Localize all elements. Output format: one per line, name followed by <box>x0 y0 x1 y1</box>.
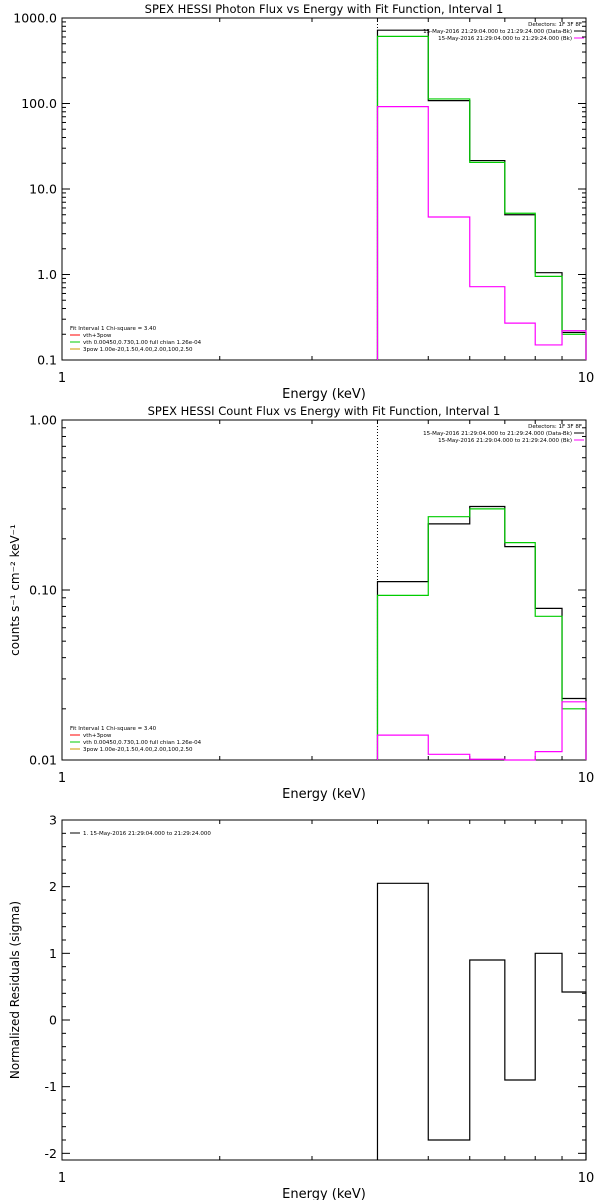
y-tick-label: 1000.0 <box>13 11 57 26</box>
x-tick-label: 1 <box>58 771 66 786</box>
x-axis-label: Energy (keV) <box>282 1187 366 1200</box>
x-tick-label: 1 <box>58 1171 66 1186</box>
series-histogram <box>376 35 587 360</box>
legend-header: Fit Interval 1 Chi-square = 3.40 <box>70 726 157 732</box>
y-tick-label: 1 <box>49 946 57 961</box>
y-axis-label: counts s⁻¹ cm⁻² keV⁻¹ <box>8 524 22 656</box>
chart-title: SPEX HESSI Photon Flux vs Energy with Fi… <box>145 2 504 16</box>
legend-entry: 3pow 1.00e-20,1.50,4.00,2.00,100,2.50 <box>83 747 193 753</box>
legend-entry: vth+3pow <box>83 333 112 339</box>
legend-entry: 15-May-2016 21:29:04.000 to 21:29:24.000… <box>438 438 572 444</box>
series-histogram <box>376 882 587 1160</box>
y-tick-label: 0.1 <box>37 353 57 368</box>
y-axis-label: Normalized Residuals (sigma) <box>8 901 22 1079</box>
legend-entry: vth 0.00450,0.730,1.00 full chian 1.26e-… <box>83 340 202 346</box>
plot-frame <box>61 17 587 361</box>
x-axis-label: Energy (keV) <box>282 387 366 402</box>
y-tick-label: -1 <box>45 1079 57 1094</box>
y-tick-label: -2 <box>45 1146 57 1161</box>
legend-entry: 15-May-2016 21:29:04.000 to 21:29:24.000… <box>438 36 572 42</box>
series-histogram <box>376 29 587 360</box>
legend-header: Detectors: 1F 3F 8F <box>528 424 582 430</box>
legend-entry: 1. 15-May-2016 21:29:04.000 to 21:29:24.… <box>83 831 211 837</box>
legend-entry: 15-May-2016 21:29:04.000 to 21:29:24.000… <box>423 431 572 437</box>
plot-frame <box>61 419 587 761</box>
legend-entry: vth+3pow <box>83 733 112 739</box>
x-axis-label: Energy (keV) <box>282 787 366 802</box>
series-histogram <box>376 701 587 761</box>
y-tick-label: 1.00 <box>29 413 57 428</box>
y-tick-label: 0.10 <box>29 583 57 598</box>
y-tick-label: 0.01 <box>29 753 57 768</box>
x-tick-label: 10 <box>578 1171 595 1186</box>
y-tick-label: 1.0 <box>37 267 57 282</box>
y-tick-label: 2 <box>49 879 57 894</box>
chart-title: SPEX HESSI Count Flux vs Energy with Fit… <box>148 404 501 418</box>
series-histogram <box>376 508 587 760</box>
legend-entry: 3pow 1.00e-20,1.50,4.00,2.00,100,2.50 <box>83 347 193 353</box>
series-histogram <box>376 105 587 360</box>
series-histogram <box>376 505 587 760</box>
y-tick-label: 10.0 <box>29 182 57 197</box>
x-tick-label: 10 <box>578 771 595 786</box>
legend-entry: vth 0.00450,0.730,1.00 full chian 1.26e-… <box>83 740 202 746</box>
y-tick-label: 0 <box>49 1013 57 1028</box>
y-tick-label: 3 <box>49 813 57 828</box>
legend-header: Detectors: 1F 3F 8F <box>528 22 582 28</box>
legend-header: Fit Interval 1 Chi-square = 3.40 <box>70 326 157 332</box>
x-tick-label: 10 <box>578 371 595 386</box>
plot-frame <box>61 819 587 1161</box>
legend-entry: 15-May-2016 21:29:04.000 to 21:29:24.000… <box>423 29 572 35</box>
x-tick-label: 1 <box>58 371 66 386</box>
y-tick-label: 100.0 <box>21 96 57 111</box>
